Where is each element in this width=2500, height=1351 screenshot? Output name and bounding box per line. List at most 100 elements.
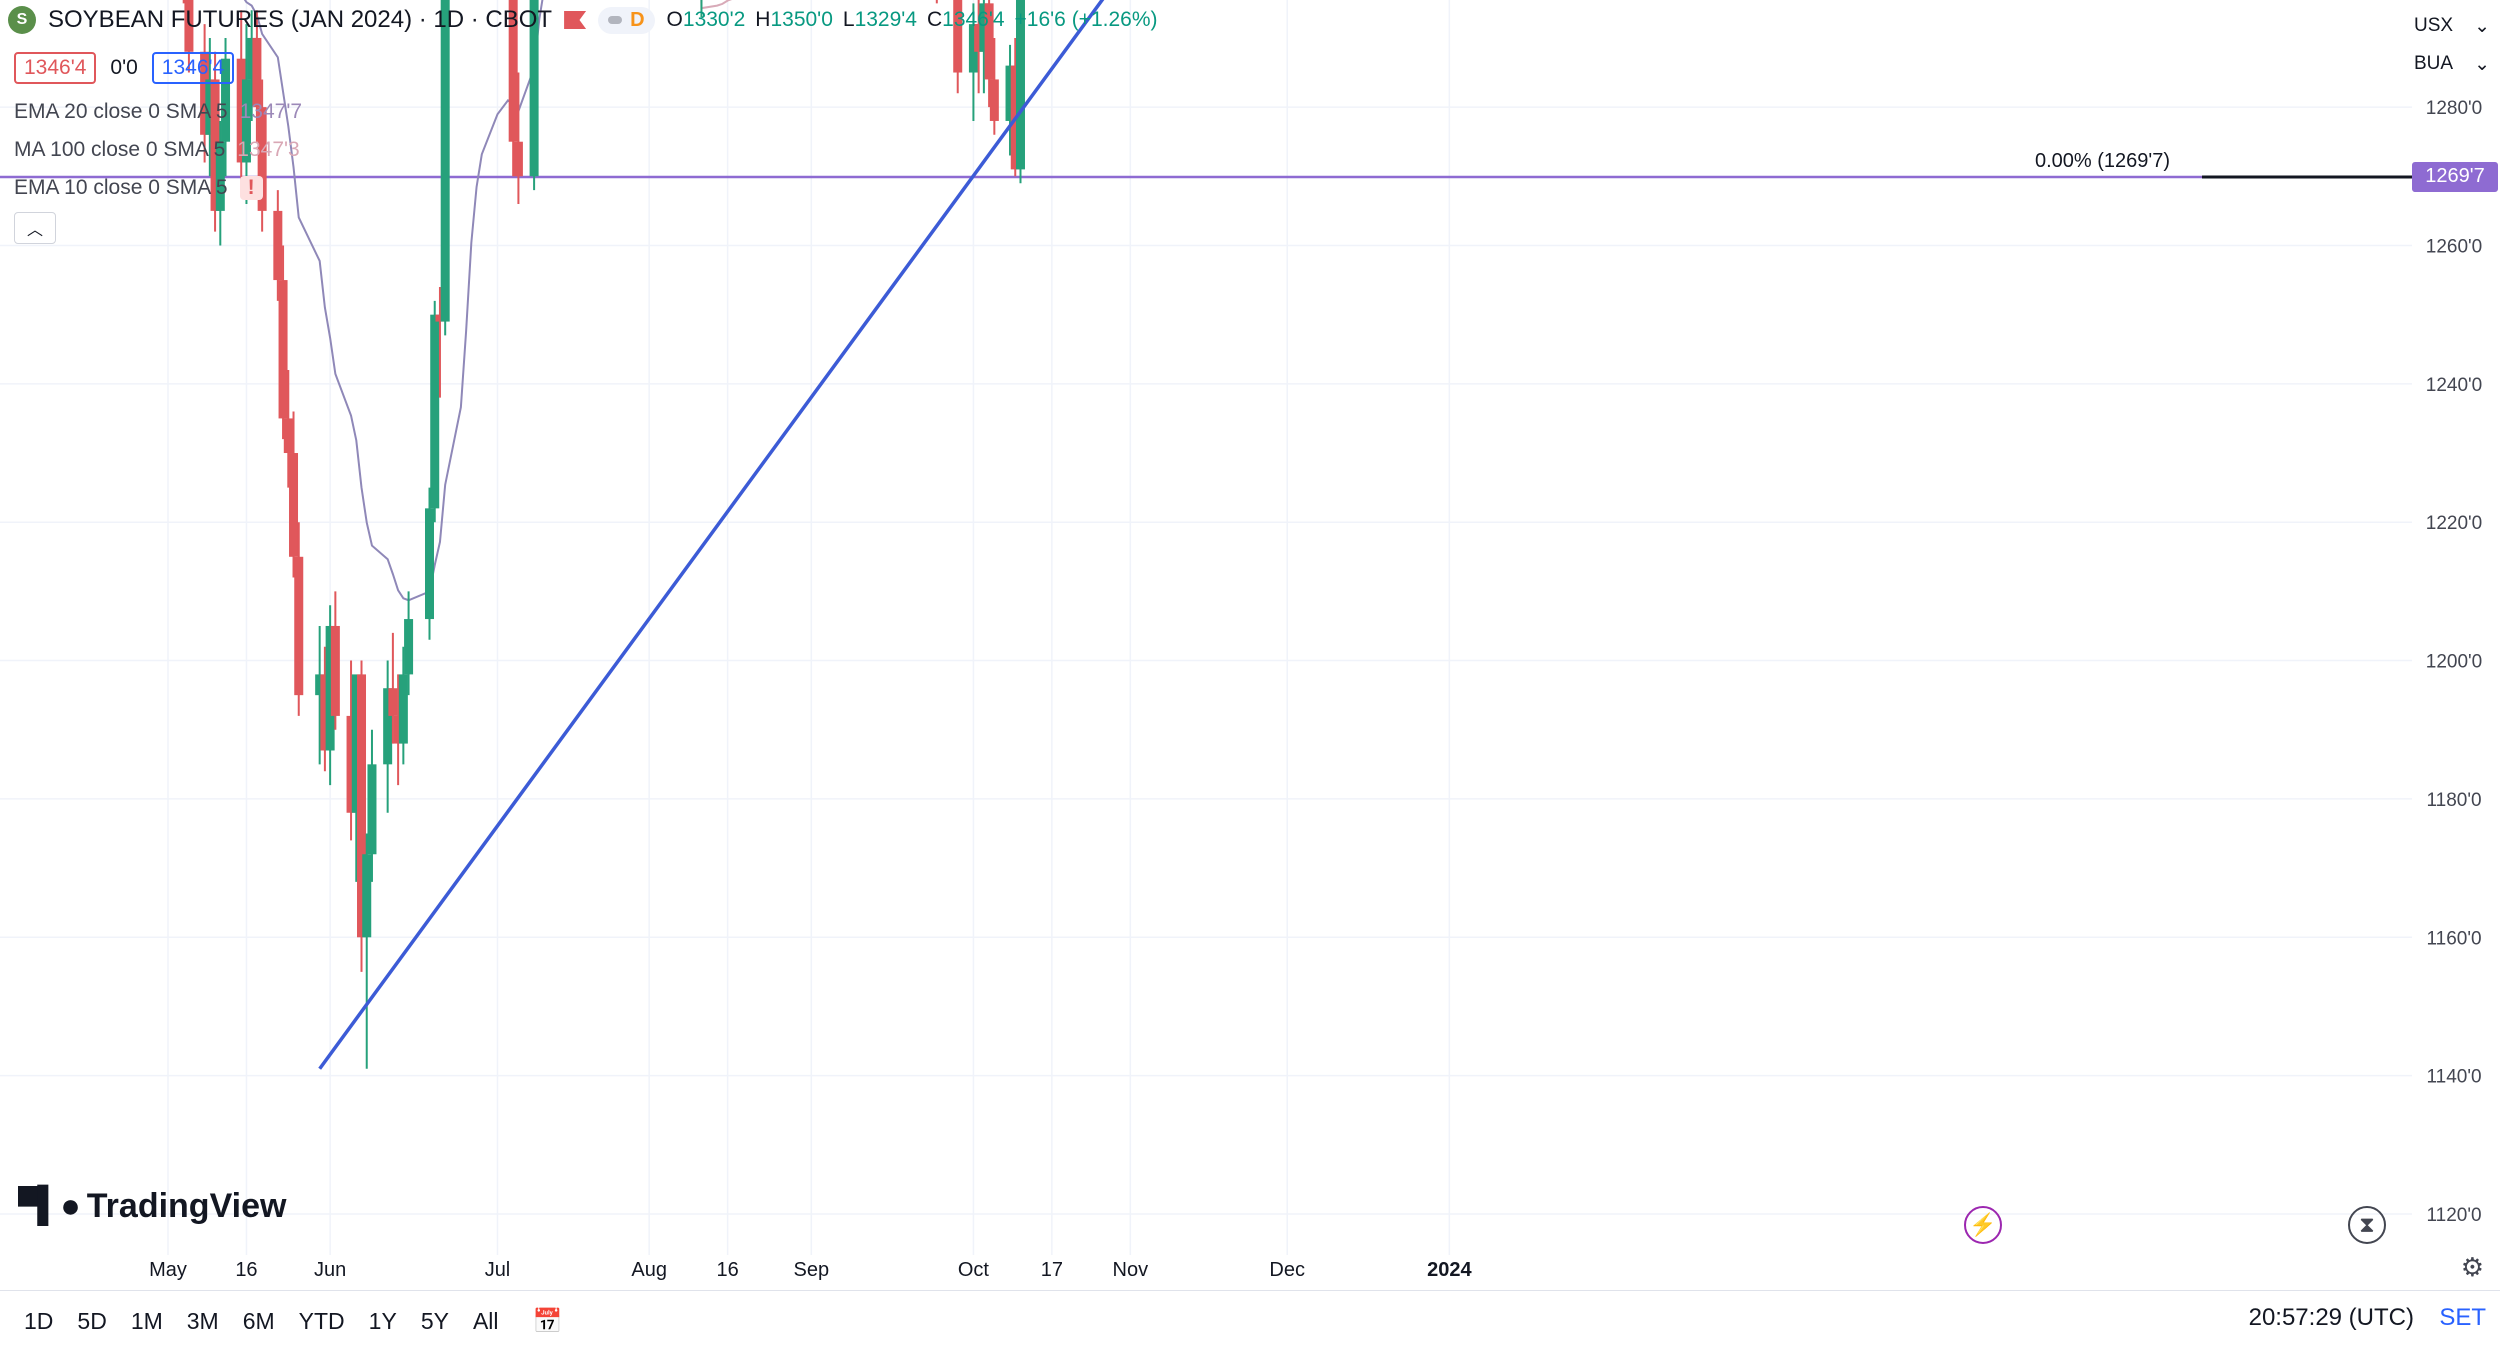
candle-body[interactable] [430,314,440,509]
trendlines[interactable] [318,0,1444,1070]
warning-icon[interactable]: ! [239,176,263,200]
candle-body[interactable] [404,619,414,675]
price-scale-background [2412,0,2500,1290]
candle-body[interactable] [425,508,434,620]
range-button-6m[interactable]: 6M [242,1307,275,1334]
y-tick-label: 1280'0 [2426,98,2482,119]
candle-body[interactable] [383,688,393,765]
candle-body[interactable] [529,0,539,177]
y-tick-label: 1180'0 [2426,790,2481,811]
ma100-line [700,0,733,10]
x-tick-label: Aug [631,1259,667,1281]
trendline[interactable] [318,0,1444,1070]
candle-body[interactable] [325,625,335,751]
candle-body[interactable] [320,674,330,751]
candle-body[interactable] [330,625,340,716]
candle-body[interactable] [1005,65,1015,121]
candle-body[interactable] [393,715,403,744]
utc-clock[interactable]: 20:57:29 (UTC) [2248,1304,2414,1331]
candle-body[interactable] [989,79,999,121]
candle-body[interactable] [184,0,194,52]
price-axis-label: 1269'7 [2412,161,2498,192]
candle-body[interactable] [289,453,299,557]
candle-body[interactable] [221,58,231,142]
candle-body[interactable] [351,674,361,813]
candle-body[interactable] [283,418,293,454]
range-button-ytd[interactable]: YTD [298,1307,345,1334]
candle-body[interactable] [252,37,262,108]
indicator-ma100[interactable]: MA 100 close 0 SMA 5 1347'3 [14,138,300,162]
candle-body[interactable] [357,674,367,938]
y-axis[interactable]: 1440'01400'01380'01320'01300'01280'01260… [2412,0,2500,1290]
candle-body[interactable] [367,764,377,855]
candle-body[interactable] [1015,0,1025,170]
brand-name: TradingView [86,1186,287,1225]
lightning-icon[interactable]: ⚡ [1964,1206,2002,1244]
candle-body[interactable] [974,24,984,52]
candle-body[interactable] [388,688,398,716]
trade-row: 1346'4 0'0 1346'4 [14,52,235,84]
range-button-5d[interactable]: 5D [77,1307,107,1334]
session-button[interactable]: SET [2439,1304,2486,1331]
x-tick-label: 2024 [1427,1259,1472,1281]
candle-body[interactable] [236,58,246,163]
candle-body[interactable] [205,79,215,135]
candle-body[interactable] [210,79,220,211]
candle-body[interactable] [346,715,356,813]
status-dot-icon [608,16,623,24]
candles[interactable] [137,0,1276,1069]
gear-icon[interactable]: ⚙ [2460,1252,2484,1282]
candle-body[interactable] [294,556,304,696]
indicator-ema10[interactable]: EMA 10 close 0 SMA 5 ! [14,176,263,200]
candle-body[interactable] [278,280,288,419]
candle-body[interactable] [513,141,523,177]
symbol-title[interactable]: SOYBEAN FUTURES (JAN 2024) · 1D · CBOT [48,6,553,33]
x-tick-label: Nov [1113,1259,1149,1281]
currency-select[interactable]: USX ⌄ [2404,6,2500,46]
indicator-ema20[interactable]: EMA 20 close 0 SMA 5 1347'7 [14,100,302,124]
change-value: +16'6 (+1.26%) [1014,8,1158,31]
candle-body[interactable] [200,51,210,135]
indicator-value: 1347'3 [237,138,300,161]
flag-icon[interactable] [564,11,587,29]
y-tick-label: 1200'0 [2426,652,2482,673]
market-status-pill[interactable]: D [598,6,655,34]
collapse-legend-button[interactable]: ︿ [14,212,56,244]
candle-body[interactable] [398,674,408,744]
candle-body[interactable] [440,0,450,322]
candle-body[interactable] [362,854,372,938]
candle-body[interactable] [968,24,978,73]
low-label: L [842,8,855,31]
interval-badge: D [630,8,645,31]
x-axis[interactable]: May 16 Jun Jul Aug 16 Sep Oct 17 Nov Dec 2024 [149,1259,1472,1281]
candle-body[interactable] [435,314,445,322]
open-label: O [666,8,683,31]
candle-body[interactable] [315,674,325,696]
grid [0,0,2412,1255]
candle-body[interactable] [273,210,283,281]
candle-body[interactable] [979,3,989,52]
candle-body[interactable] [257,107,267,211]
candle-body[interactable] [508,0,518,142]
range-button-1d[interactable]: 1D [24,1307,54,1334]
range-button-all[interactable]: All [472,1307,499,1334]
tradingview-logo[interactable]: ▀▍● TradingView [18,1186,286,1226]
range-button-1y[interactable]: 1Y [368,1307,397,1334]
spread-value: 0'0 [110,56,138,79]
range-button-3m[interactable]: 3M [186,1307,219,1334]
sell-button[interactable]: 1346'4 [14,52,97,84]
range-button-5y[interactable]: 5Y [420,1307,449,1334]
candle-body[interactable] [953,0,963,73]
hourglass-icon[interactable]: ⧗ [2348,1206,2386,1244]
candle-body[interactable] [247,37,257,80]
candle-body[interactable] [984,3,994,80]
candle-body[interactable] [215,141,225,211]
high-label: H [755,8,771,31]
x-tick-label: 16 [716,1259,738,1281]
unit-select[interactable]: BUA ⌄ [2404,44,2500,84]
calendar-goto-icon[interactable]: 📅 [532,1307,563,1335]
range-button-1m[interactable]: 1M [130,1307,163,1334]
buy-button[interactable]: 1346'4 [151,52,235,84]
candle-body[interactable] [241,79,251,163]
